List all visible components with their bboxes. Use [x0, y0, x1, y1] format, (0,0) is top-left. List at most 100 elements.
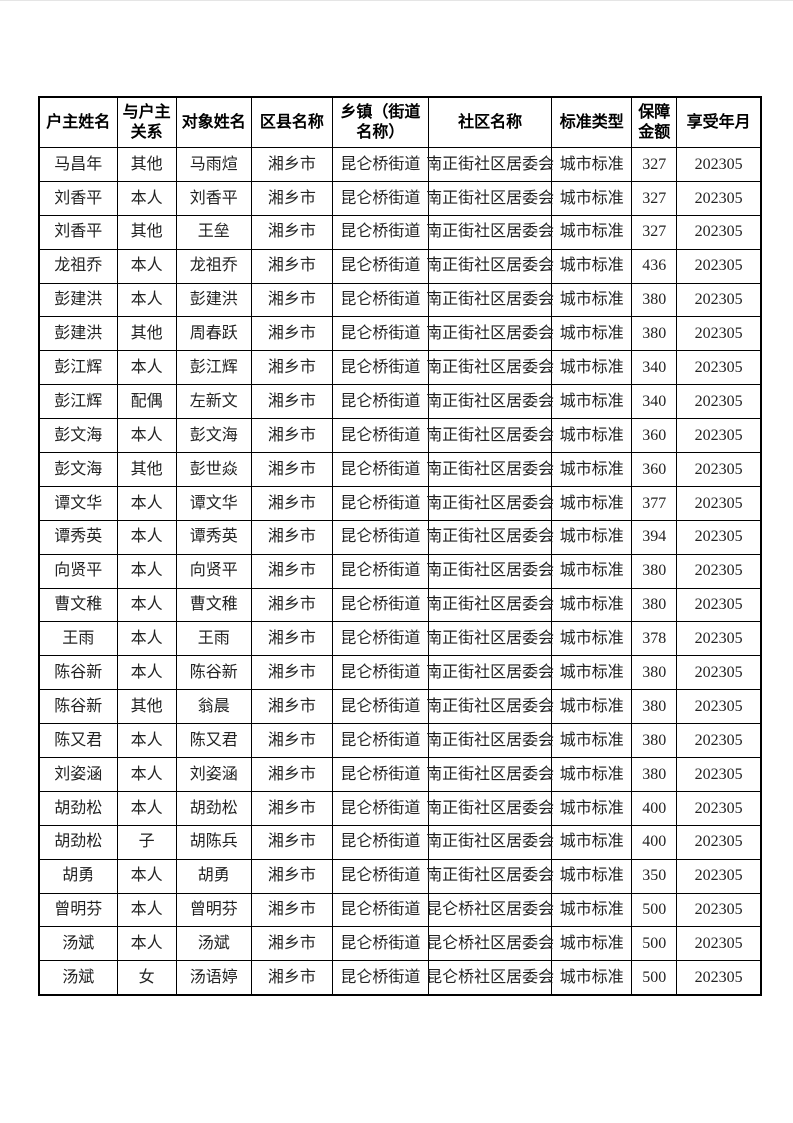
cell-text: 南正街社区居委会 [426, 257, 555, 275]
cell-relationship-to-householder: 本人 [116, 248, 177, 284]
cell-householder-name: 谭文华 [38, 485, 118, 521]
cell-benefit-year-month: 202305 [676, 282, 762, 318]
cell-householder-name: 陈又君 [38, 723, 118, 759]
cell-person-name: 彭建洪 [175, 282, 252, 318]
cell-standard-type: 城市标准 [551, 316, 633, 352]
cell-standard-type: 城市标准 [551, 180, 633, 216]
header-row: 户主姓名 与户主关系 对象姓名 区县名称 乡镇（街道名称） 社区名称 标准类型 保障金额 享受年… [38, 96, 762, 148]
table-row: 彭建洪 其他 周春跃 湘乡市 昆仑桥街道 南正街社区居委会 城市标准 380 202305 [38, 316, 762, 352]
table-row: 刘香平 其他 王垒 湘乡市 昆仑桥街道 南正街社区居委会 城市标准 327 202305 [38, 214, 762, 250]
table-row: 汤斌女汤语婷 湘乡市 昆仑桥街道 昆仑桥社区居委会 城市标准 500 202305 [38, 960, 762, 996]
cell-community-name: 南正街社区居委会 [426, 485, 554, 521]
cell-relationship-to-householder: 本人 [116, 858, 177, 894]
cell-district-name: 湘乡市 [250, 587, 333, 623]
cell-relationship-to-householder: 其他 [116, 147, 177, 182]
cell-relationship-to-householder: 本人 [116, 519, 177, 555]
cell-community-name: 南正街社区居委会 [426, 553, 554, 589]
cell-township-street-name: 昆仑桥街道 [331, 214, 430, 250]
cell-guarantee-amount: 436 [631, 248, 678, 284]
cell-township-street-name: 昆仑桥街道 [331, 723, 430, 759]
cell-guarantee-amount: 378 [631, 621, 678, 657]
cell-district-name: 湘乡市 [250, 824, 333, 860]
table-row: 谭秀英 本人 谭秀英 湘乡市 昆仑桥街道 南正街社区居委会 城市标准 394 202305 [38, 519, 762, 555]
table-row: 彭江辉 配偶 左新文 湘乡市 昆仑桥街道 南正街社区居委会 城市标准 340 202305 [38, 384, 762, 420]
cell-relationship-to-householder: 本人 [116, 180, 177, 216]
cell-standard-type: 城市标准 [551, 485, 633, 521]
cell-person-name: 彭文海 [175, 418, 252, 454]
cell-township-street-name: 昆仑桥街道 [331, 384, 430, 420]
cell-community-name: 南正街社区居委会 [426, 452, 554, 487]
cell-benefit-year-month: 202305 [676, 553, 762, 589]
cell-guarantee-amount: 380 [631, 553, 678, 589]
cell-community-name: 南正街社区居委会 [426, 282, 554, 318]
cell-township-street-name: 昆仑桥街道 [331, 485, 430, 521]
cell-standard-type: 城市标准 [551, 960, 633, 996]
cell-householder-name: 胡劲松 [38, 824, 118, 860]
cell-relationship-to-householder: 本人 [116, 350, 177, 386]
column-header-township-street-name: 乡镇（街道名称） [331, 96, 430, 148]
cell-guarantee-amount: 500 [631, 892, 678, 928]
cell-text: 南正街社区居委会 [426, 358, 555, 376]
cell-text: 南正街社区居委会 [426, 223, 555, 241]
cell-township-street-name: 昆仑桥街道 [331, 553, 430, 589]
cell-guarantee-amount: 340 [631, 384, 678, 420]
cell-text: 南正街社区居委会 [426, 562, 555, 580]
cell-householder-name: 陈谷新 [38, 655, 118, 691]
column-header-standard-type: 标准类型 [551, 96, 633, 148]
cell-township-street-name: 昆仑桥街道 [331, 621, 430, 657]
cell-standard-type: 城市标准 [551, 350, 633, 386]
cell-relationship-to-householder: 本人 [116, 655, 177, 691]
cell-township-street-name: 昆仑桥街道 [331, 180, 430, 216]
cell-township-street-name: 昆仑桥街道 [331, 418, 430, 454]
cell-text: 南正街社区居委会 [426, 596, 555, 614]
column-header-person-name: 对象姓名 [175, 96, 252, 148]
cell-householder-name: 曹文稚 [38, 587, 118, 623]
cell-benefit-year-month: 202305 [676, 316, 762, 352]
cell-person-name: 翁晨 [175, 689, 252, 725]
cell-benefit-year-month: 202305 [676, 248, 762, 284]
cell-township-street-name: 昆仑桥街道 [331, 282, 430, 318]
cell-district-name: 湘乡市 [250, 858, 333, 894]
cell-standard-type: 城市标准 [551, 892, 633, 928]
cell-township-street-name: 昆仑桥街道 [331, 248, 430, 284]
cell-standard-type: 城市标准 [551, 553, 633, 589]
cell-person-name: 胡勇 [175, 858, 252, 894]
cell-standard-type: 城市标准 [551, 214, 633, 250]
table-header: 户主姓名 与户主关系 对象姓名 区县名称 乡镇（街道名称） 社区名称 标准类型 保障金额 享受年… [38, 96, 762, 148]
cell-householder-name: 陈谷新 [38, 689, 118, 725]
cell-community-name: 南正街社区居委会 [426, 418, 554, 454]
cell-community-name: 南正街社区居委会 [426, 316, 554, 352]
cell-guarantee-amount: 500 [631, 926, 678, 962]
cell-text: 南正街社区居委会 [426, 731, 555, 749]
cell-householder-name: 曾明芬 [38, 892, 118, 928]
cell-standard-type: 城市标准 [551, 519, 633, 555]
cell-text: 南正街社区居委会 [426, 460, 555, 478]
table-row: 刘姿涵 本人 刘姿涵 湘乡市 昆仑桥街道 南正街社区居委会 城市标准 380 202305 [38, 757, 762, 792]
cell-community-name: 南正街社区居委会 [426, 757, 554, 792]
cell-person-name: 曹文稚 [175, 587, 252, 623]
cell-community-name: 南正街社区居委会 [426, 180, 554, 216]
table-row: 彭建洪 本人 彭建洪 湘乡市 昆仑桥街道 南正街社区居委会 城市标准 380 202305 [38, 282, 762, 318]
cell-person-name: 陈又君 [175, 723, 252, 759]
cell-householder-name: 彭文海 [38, 418, 118, 454]
cell-person-name: 汤斌 [175, 926, 252, 962]
cell-standard-type: 城市标准 [551, 689, 633, 725]
cell-benefit-year-month: 202305 [676, 858, 762, 894]
cell-text: 南正街社区居委会 [426, 528, 555, 546]
cell-benefit-year-month: 202305 [676, 655, 762, 691]
cell-guarantee-amount: 380 [631, 655, 678, 691]
cell-householder-name: 谭秀英 [38, 519, 118, 555]
cell-standard-type: 城市标准 [551, 858, 633, 894]
cell-text: 南正街社区居委会 [426, 325, 555, 343]
cell-district-name: 湘乡市 [250, 214, 333, 250]
cell-district-name: 湘乡市 [250, 147, 333, 182]
cell-text: 昆仑桥社区居委会 [426, 969, 555, 987]
cell-guarantee-amount: 360 [631, 418, 678, 454]
cell-benefit-year-month: 202305 [676, 485, 762, 521]
cell-township-street-name: 昆仑桥街道 [331, 858, 430, 894]
cell-person-name: 刘姿涵 [175, 757, 252, 792]
cell-community-name: 昆仑桥社区居委会 [426, 926, 554, 962]
cell-benefit-year-month: 202305 [676, 621, 762, 657]
cell-community-name: 南正街社区居委会 [426, 655, 554, 691]
